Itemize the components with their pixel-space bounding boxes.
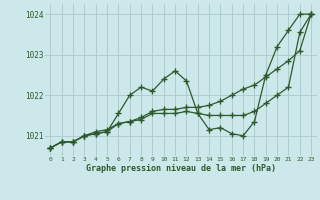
X-axis label: Graphe pression niveau de la mer (hPa): Graphe pression niveau de la mer (hPa) [86,164,276,173]
